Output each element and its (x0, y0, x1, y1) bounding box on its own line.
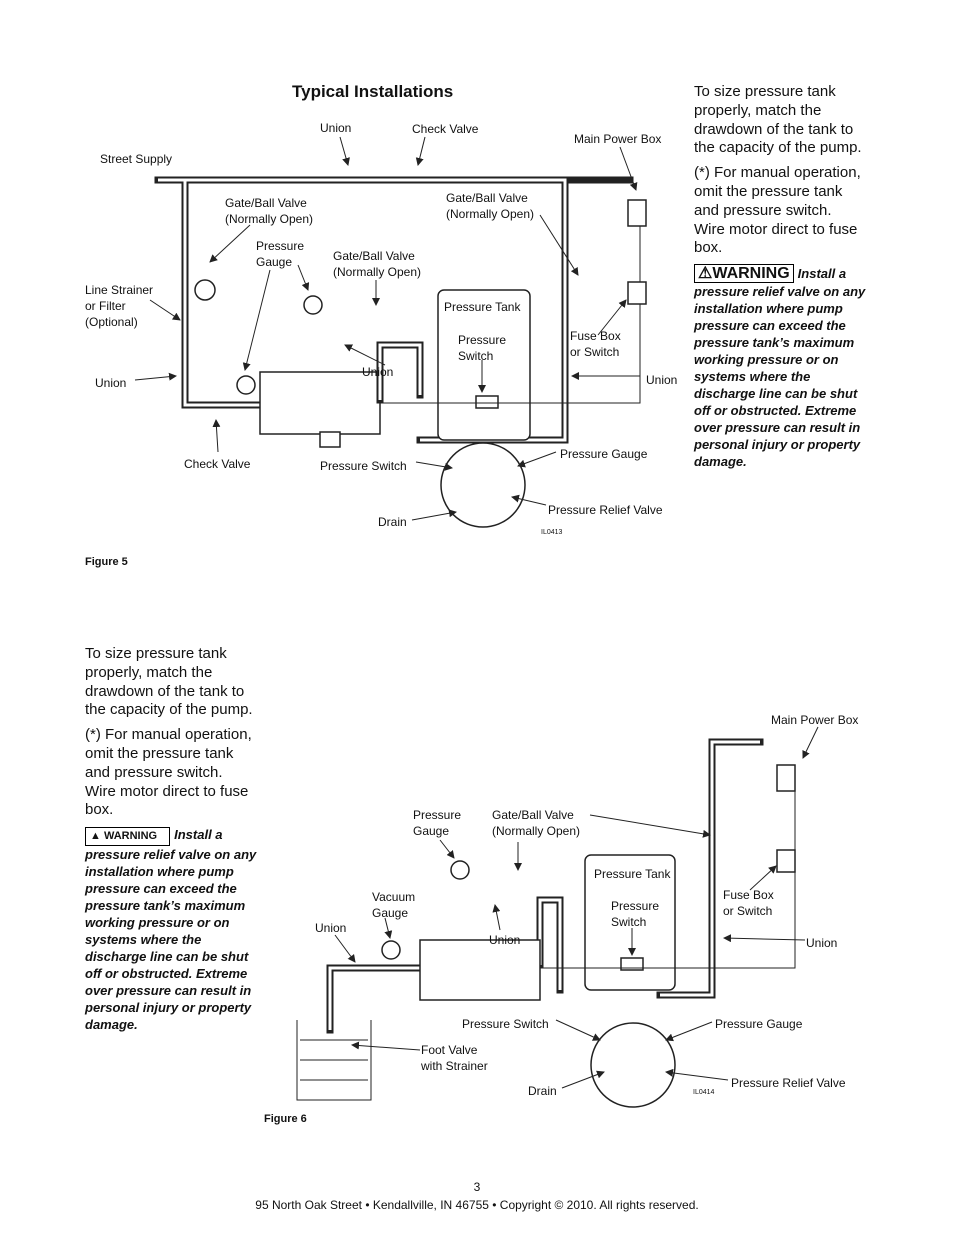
figure-code: IL0414 (693, 1089, 715, 1096)
warning: ▲ WARNING Install a pressure relief valve… (85, 826, 257, 1033)
title: Typical Installations (292, 82, 454, 101)
figure-caption: Figure 5 (85, 556, 128, 568)
diagram-label: Check Valve (412, 122, 479, 136)
diagram-label: Pressure Gauge (413, 808, 462, 838)
diagram-label: Union (362, 365, 394, 379)
paragraph: To size pressure tank properly, match th… (694, 83, 862, 157)
warning: ⚠WARNING Install a pressure relief valve … (694, 264, 866, 470)
diagram-label: Fuse Box or Switch (570, 329, 621, 359)
warning-label: ⚠WARNING (694, 264, 794, 284)
warning-label-text: WARNING (103, 830, 158, 843)
figure5-drawing (134, 136, 647, 528)
diagram-label: Pressure Relief Valve (731, 1076, 846, 1090)
diagram-label: Fuse Box or Switch (723, 888, 774, 918)
diagram-label: Gate/Ball Valve (Normally Open) (225, 196, 314, 226)
warning-text: Install a pressure relief valve on any i… (85, 827, 257, 1033)
diagram-label: Pressure Relief Valve (548, 503, 663, 517)
diagram-label: Drain (378, 515, 407, 529)
paragraph: (*) For manual operation, omit the press… (694, 164, 861, 257)
figure-code: IL0413 (541, 529, 563, 536)
figure6-drawing (296, 726, 819, 1108)
diagram-label: Pressure Switch (320, 459, 407, 473)
footer-address: 95 North Oak Street • Kendallville, IN 4… (255, 1198, 699, 1212)
paragraph: To size pressure tank properly, match th… (85, 645, 253, 719)
diagram-label: Union (320, 121, 352, 135)
diagram-label: Pressure Gauge (560, 447, 648, 461)
diagram-label: Pressure Switch (462, 1017, 549, 1031)
diagram-label: Line Strainer or Filter (Optional) (85, 283, 154, 329)
figure-caption: Figure 6 (264, 1113, 307, 1125)
diagram-label: Union (315, 921, 347, 935)
diagram-label: Drain (528, 1084, 557, 1098)
warning-text: Install a pressure relief valve on any i… (694, 266, 866, 470)
paragraph: (*) For manual operation, omit the press… (85, 726, 252, 819)
diagram-label: Pressure Gauge (256, 239, 305, 269)
diagram-label: Pressure Tank (594, 867, 671, 881)
diagram-label: Gate/Ball Valve (Normally Open) (446, 191, 535, 221)
diagram-label: Pressure Tank (444, 300, 521, 314)
diagram-label: Gate/Ball Valve (Normally Open) (333, 249, 422, 279)
diagram-label: Check Valve (184, 457, 251, 471)
diagram-label: Union (489, 933, 521, 947)
diagram-label: Pressure Switch (611, 899, 660, 929)
diagram-label: Street Supply (100, 152, 173, 166)
diagram-label: Union (806, 936, 838, 950)
sidebar: To size pressure tank properly, match th… (85, 645, 257, 1033)
diagram-label: Foot Valve with Strainer (421, 1043, 488, 1073)
diagram-label: Main Power Box (771, 713, 859, 727)
diagram-label: Gate/Ball Valve (Normally Open) (492, 808, 581, 838)
warning-label: ▲ WARNING (85, 827, 171, 847)
warning-label-text: WARNING (712, 265, 790, 283)
sidebar: To size pressure tank properly, match th… (694, 83, 866, 470)
diagram-label: Vacuum Gauge (372, 890, 416, 920)
page-number: 3 (473, 1180, 481, 1194)
diagram-label: Union (646, 373, 678, 387)
diagram-label: Union (95, 376, 127, 390)
diagram-label: Pressure Switch (458, 333, 507, 363)
diagram-label: Main Power Box (574, 132, 662, 146)
diagram-label: Pressure Gauge (715, 1017, 803, 1031)
